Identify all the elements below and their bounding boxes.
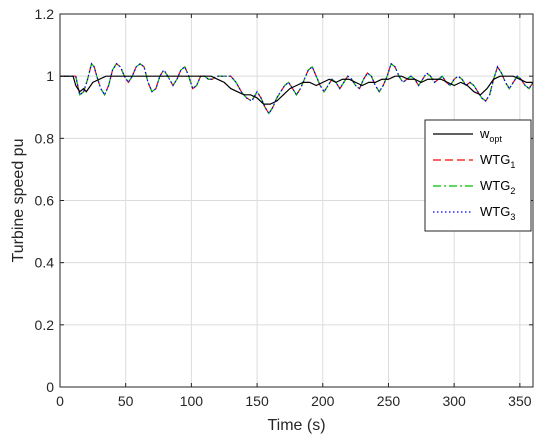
legend-label: wopt [479, 126, 502, 144]
x-tick-label: 300 [442, 393, 466, 409]
legend-label-subscript: 3 [510, 212, 515, 222]
y-tick-label: 0.8 [35, 130, 55, 146]
series-group [60, 62, 534, 115]
x-tick-label: 250 [377, 393, 401, 409]
y-tick-label: 0 [46, 379, 54, 395]
legend-label-main: WTG [480, 152, 510, 167]
series-line-wtg3 [60, 62, 534, 115]
x-tick-label: 150 [245, 393, 269, 409]
series-line-wopt [60, 75, 533, 105]
y-tick-label: 0.4 [35, 255, 55, 271]
legend-label-main: w [479, 126, 490, 141]
legend-label: WTG1 [480, 152, 515, 170]
x-tick-label: 50 [118, 393, 134, 409]
y-tick-label: 0.2 [35, 317, 55, 333]
legend-label-subscript: opt [489, 134, 502, 144]
legend-label: WTG2 [480, 178, 515, 196]
y-tick-label: 1 [46, 68, 54, 84]
legend-label-subscript: 1 [510, 160, 515, 170]
legend-label-subscript: 2 [510, 186, 515, 196]
y-axis-label: Turbine speed pu [10, 139, 27, 263]
x-tick-label: 0 [56, 393, 64, 409]
y-tick-label: 0.6 [35, 193, 55, 209]
x-tick-label: 200 [311, 393, 335, 409]
legend-label: WTG3 [480, 204, 515, 222]
y-tick-label: 1.2 [35, 6, 55, 22]
x-axis-label: Time (s) [267, 417, 325, 434]
legend-box [424, 119, 532, 232]
legend-label-main: WTG [480, 178, 510, 193]
legend-label-main: WTG [480, 204, 510, 219]
ticks: 0 50 100 150 200 250 300 350 0 0.2 0.4 0.6 0.8 1 1.2 [35, 6, 533, 409]
x-tick-label: 100 [180, 393, 204, 409]
x-tick-label: 350 [508, 393, 532, 409]
